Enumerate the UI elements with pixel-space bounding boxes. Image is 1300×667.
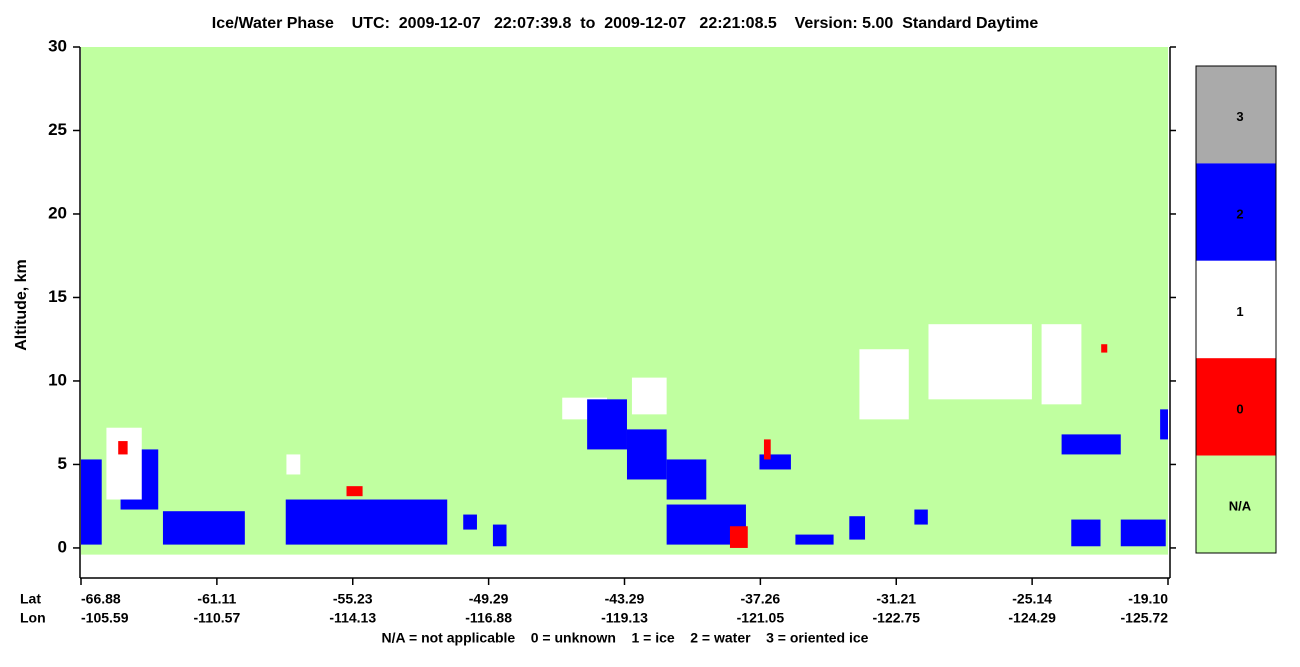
x-tick-label: -55.23 bbox=[333, 591, 373, 607]
y-tick-label: 30 bbox=[48, 36, 67, 55]
x-tick-label: -110.57 bbox=[194, 610, 241, 626]
cloud-feature bbox=[106, 427, 142, 500]
cloud-feature bbox=[729, 526, 748, 548]
legend-text: N/A = not applicable 0 = unknown 1 = ice… bbox=[382, 630, 869, 646]
cloud-feature bbox=[1120, 519, 1166, 547]
x-tick-label: -119.13 bbox=[601, 610, 648, 626]
colorbar-segment bbox=[1196, 66, 1276, 164]
cloud-feature bbox=[492, 524, 507, 547]
x-tick-label: -114.13 bbox=[329, 610, 376, 626]
y-axis-label: Altitude, km bbox=[13, 259, 30, 351]
cloud-feature bbox=[626, 429, 667, 480]
y-tick-label: 25 bbox=[48, 120, 67, 139]
chart-title: Ice/Water Phase UTC: 2009-12-07 22:07:39… bbox=[212, 15, 1039, 32]
cloud-feature bbox=[286, 454, 301, 475]
y-tick-label: 20 bbox=[48, 203, 67, 222]
y-tick-label: 5 bbox=[58, 454, 67, 473]
colorbar-segment bbox=[1196, 163, 1276, 261]
x-tick-label: -25.14 bbox=[1012, 591, 1052, 607]
colorbar-frame bbox=[1195, 65, 1277, 554]
cloud-feature bbox=[1071, 519, 1101, 547]
cloud-feature bbox=[1160, 409, 1168, 440]
colorbar-label: 3 bbox=[1236, 109, 1243, 124]
y-tick-label: 0 bbox=[58, 537, 67, 556]
cloud-feature bbox=[587, 399, 627, 450]
x-tick-label: -19.10 bbox=[1128, 591, 1168, 607]
colorbar-segment bbox=[1196, 455, 1276, 553]
x-tick-label: -121.05 bbox=[737, 610, 785, 626]
cloud-feature bbox=[162, 511, 245, 545]
x-tick-label: -105.59 bbox=[81, 610, 129, 626]
cloud-feature bbox=[1101, 344, 1108, 353]
y-tick-label: 15 bbox=[48, 287, 67, 306]
data-background bbox=[81, 47, 1168, 555]
x-axis-name: Lon bbox=[20, 610, 46, 626]
cloud-feature bbox=[859, 349, 909, 420]
cloud-feature bbox=[631, 377, 667, 415]
cloud-feature bbox=[463, 514, 477, 530]
x-tick-label: -124.29 bbox=[1008, 610, 1056, 626]
colorbar-label: 2 bbox=[1236, 207, 1243, 222]
x-tick-label: -31.21 bbox=[876, 591, 916, 607]
cloud-feature bbox=[81, 459, 102, 545]
x-tick-label: -61.11 bbox=[197, 591, 236, 607]
cloud-feature bbox=[118, 441, 128, 455]
x-tick-label: -49.29 bbox=[469, 591, 509, 607]
y-tick-label: 10 bbox=[48, 370, 67, 389]
cloud-feature bbox=[928, 324, 1032, 400]
x-axis-name: Lat bbox=[20, 591, 41, 607]
cloud-feature bbox=[914, 509, 928, 525]
cloud-feature bbox=[285, 499, 448, 545]
cloud-feature bbox=[1041, 324, 1082, 405]
colorbar-segment bbox=[1196, 260, 1276, 359]
x-tick-label: -43.29 bbox=[605, 591, 645, 607]
x-tick-label: -125.72 bbox=[1121, 610, 1169, 626]
colorbar-segment bbox=[1196, 358, 1276, 456]
cloud-feature bbox=[795, 534, 834, 545]
colorbar-label: N/A bbox=[1229, 499, 1252, 514]
x-tick-label: -37.26 bbox=[741, 591, 781, 607]
cloud-feature bbox=[346, 486, 363, 497]
cloud-feature bbox=[849, 516, 866, 540]
x-tick-label: -116.88 bbox=[465, 610, 512, 626]
cloud-feature bbox=[666, 459, 707, 500]
colorbar-label: 1 bbox=[1236, 304, 1243, 319]
x-tick-label: -122.75 bbox=[873, 610, 921, 626]
colorbar-label: 0 bbox=[1236, 401, 1243, 416]
cloud-feature bbox=[763, 439, 771, 460]
cloud-feature bbox=[1061, 434, 1121, 455]
x-tick-label: -66.88 bbox=[81, 591, 121, 607]
